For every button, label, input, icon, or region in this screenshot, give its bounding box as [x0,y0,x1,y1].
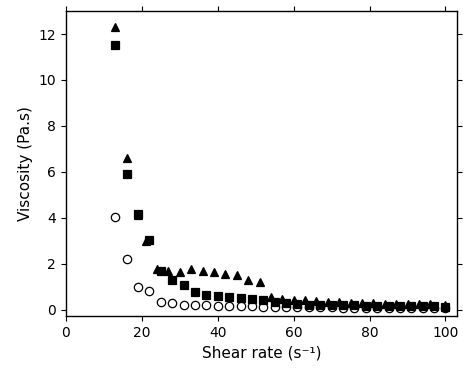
X-axis label: Shear rate (s⁻¹): Shear rate (s⁻¹) [202,346,321,361]
Y-axis label: Viscosity (Pa.s): Viscosity (Pa.s) [18,106,33,221]
